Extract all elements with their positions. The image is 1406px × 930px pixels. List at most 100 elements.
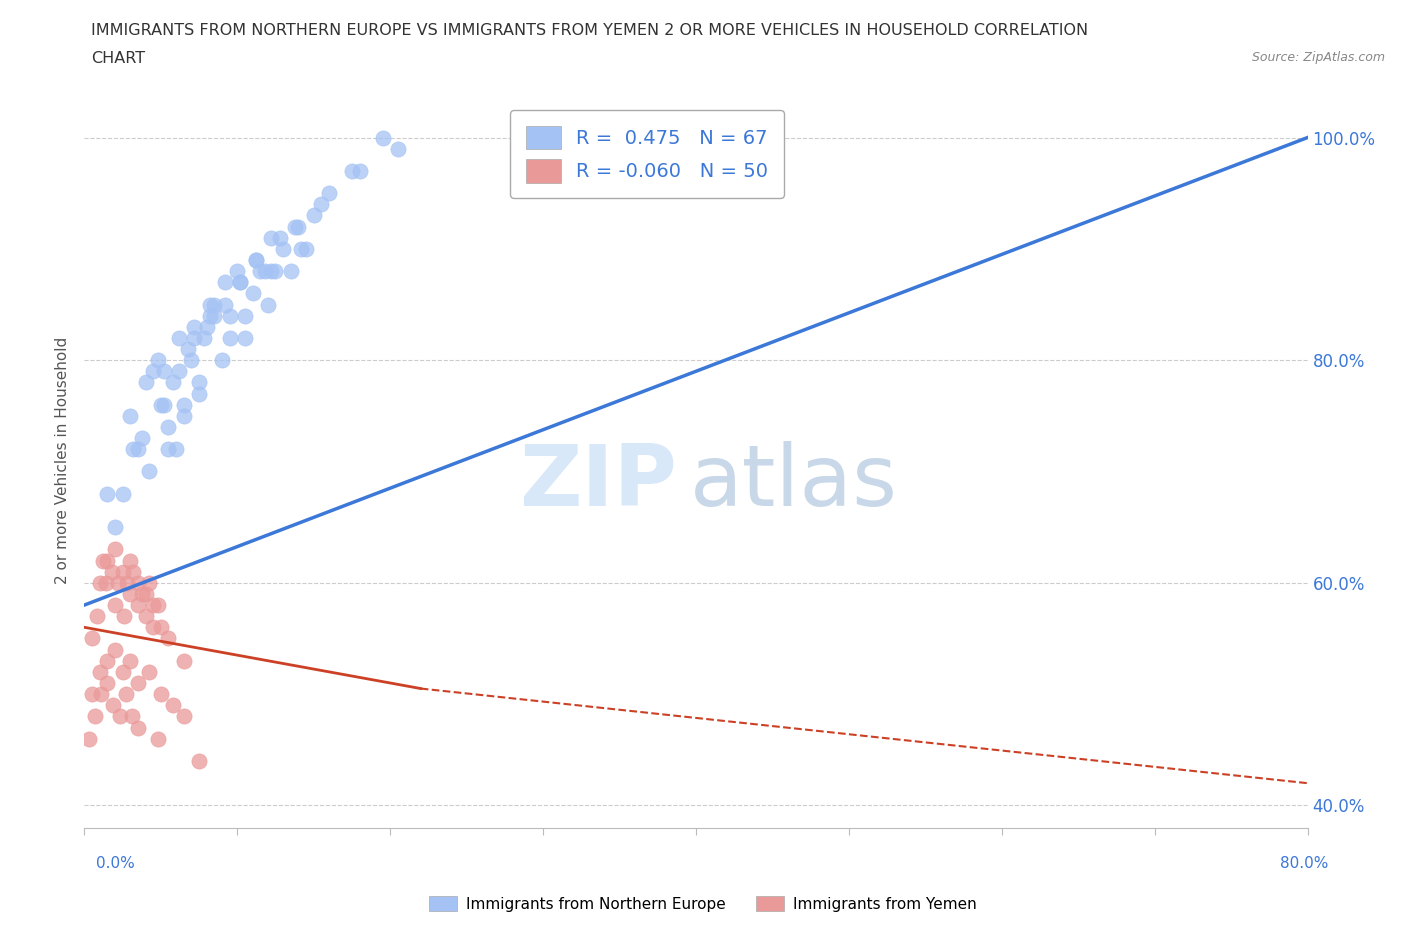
Point <box>195 319 218 334</box>
Point <box>318 186 340 201</box>
Point <box>260 264 283 279</box>
Point <box>101 565 124 579</box>
Point <box>165 442 187 457</box>
Point <box>153 397 176 412</box>
Y-axis label: 2 or more Vehicles in Household: 2 or more Vehicles in Household <box>55 337 70 584</box>
Point <box>173 408 195 423</box>
Text: 0.0%: 0.0% <box>96 856 135 870</box>
Text: atlas: atlas <box>690 441 898 524</box>
Point <box>91 553 114 568</box>
Point <box>245 253 267 268</box>
Point <box>89 576 111 591</box>
Point <box>157 419 180 434</box>
Point <box>214 297 236 312</box>
Point <box>115 576 138 591</box>
Point <box>245 253 267 268</box>
Point <box>131 431 153 445</box>
Point <box>183 330 205 345</box>
Point <box>242 286 264 300</box>
Point <box>89 664 111 679</box>
Point <box>193 330 215 345</box>
Point <box>142 620 165 635</box>
Point <box>86 609 108 624</box>
Point <box>96 486 118 501</box>
Point <box>103 698 125 712</box>
Point <box>257 297 280 312</box>
Point <box>167 364 190 379</box>
Point <box>90 686 112 701</box>
Point <box>127 720 149 735</box>
Text: CHART: CHART <box>91 51 145 66</box>
Point <box>349 164 371 179</box>
Point <box>111 565 134 579</box>
Legend: Immigrants from Northern Europe, Immigrants from Yemen: Immigrants from Northern Europe, Immigra… <box>423 889 983 918</box>
Point <box>135 587 157 602</box>
Point <box>107 576 129 591</box>
Point <box>80 686 103 701</box>
Point <box>162 375 184 390</box>
Point <box>149 686 172 701</box>
Legend: R =  0.475   N = 67, R = -0.060   N = 50: R = 0.475 N = 67, R = -0.060 N = 50 <box>510 110 785 198</box>
Point <box>96 553 118 568</box>
Point <box>302 208 325 223</box>
Point <box>180 352 202 367</box>
Point <box>218 330 240 345</box>
Point <box>198 297 221 312</box>
Point <box>173 397 195 412</box>
Point <box>127 675 149 690</box>
Point <box>233 330 256 345</box>
Point <box>80 631 103 646</box>
Point <box>127 598 149 613</box>
Point <box>135 609 157 624</box>
Point <box>173 709 195 724</box>
Point <box>211 352 233 367</box>
Point <box>260 231 283 246</box>
Point <box>96 653 118 668</box>
Point <box>146 731 169 746</box>
Point <box>104 520 127 535</box>
Point <box>153 364 176 379</box>
Point <box>127 576 149 591</box>
Point <box>218 308 240 323</box>
Point <box>167 330 190 345</box>
Point <box>188 375 211 390</box>
Point <box>138 576 160 591</box>
Point <box>108 709 131 724</box>
Point <box>287 219 309 234</box>
Point <box>295 242 318 257</box>
Point <box>311 197 333 212</box>
Point <box>202 297 225 312</box>
Point <box>122 442 145 457</box>
Point <box>121 709 143 724</box>
Point <box>77 731 100 746</box>
Point <box>371 130 394 145</box>
Point <box>229 274 252 289</box>
Point <box>173 653 195 668</box>
Point <box>284 219 307 234</box>
Point <box>290 242 312 257</box>
Text: IMMIGRANTS FROM NORTHERN EUROPE VS IMMIGRANTS FROM YEMEN 2 OR MORE VEHICLES IN H: IMMIGRANTS FROM NORTHERN EUROPE VS IMMIG… <box>91 23 1088 38</box>
Point <box>112 609 135 624</box>
Point <box>104 542 127 557</box>
Point <box>214 274 236 289</box>
Point <box>120 653 142 668</box>
Point <box>269 231 291 246</box>
Point <box>264 264 287 279</box>
Point <box>127 442 149 457</box>
Point <box>249 264 271 279</box>
Point <box>111 664 134 679</box>
Point <box>96 675 118 690</box>
Text: Source: ZipAtlas.com: Source: ZipAtlas.com <box>1251 51 1385 64</box>
Point <box>138 464 160 479</box>
Point <box>120 408 142 423</box>
Point <box>183 319 205 334</box>
Point <box>122 565 145 579</box>
Point <box>198 308 221 323</box>
Point <box>162 698 184 712</box>
Point <box>177 341 200 356</box>
Point <box>146 598 169 613</box>
Point <box>146 352 169 367</box>
Text: 80.0%: 80.0% <box>1281 856 1329 870</box>
Point <box>120 553 142 568</box>
Point <box>120 587 142 602</box>
